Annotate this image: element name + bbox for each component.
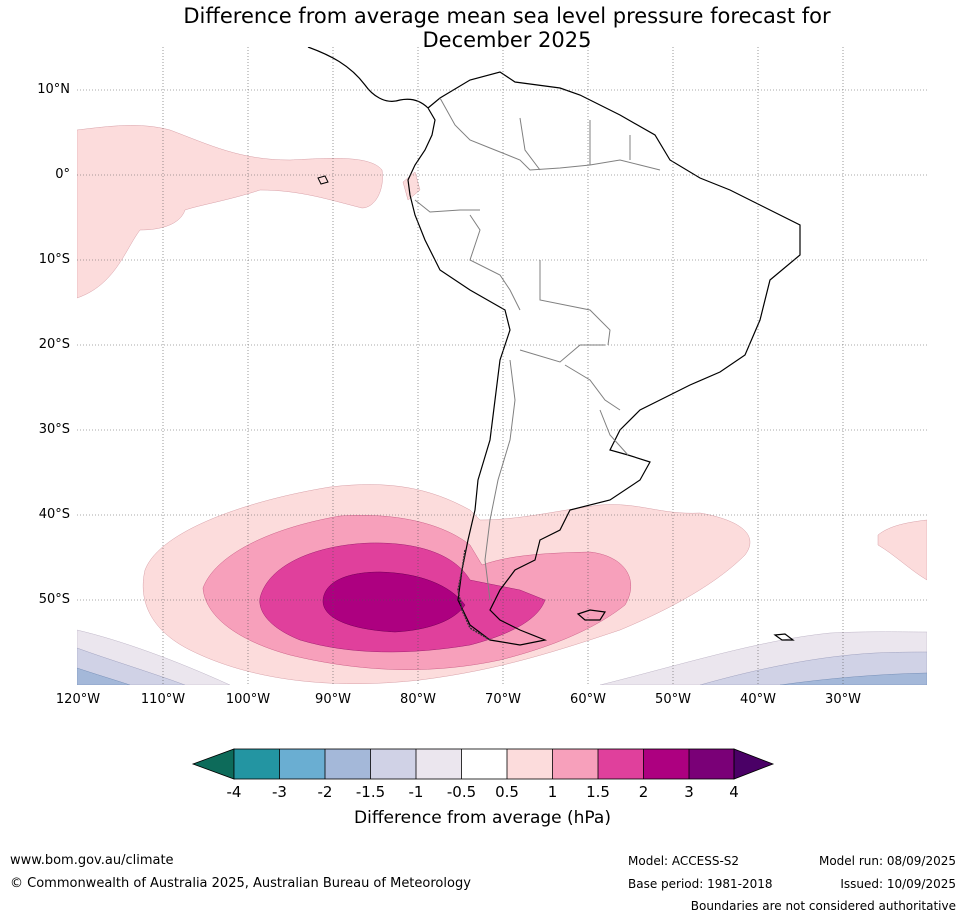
- lat-label-10s: 10°S: [38, 252, 70, 267]
- anomaly-shade-neg-1-west: [77, 647, 186, 685]
- footer-website-link[interactable]: www.bom.gov.au/climate: [10, 853, 174, 868]
- tierra-del-fuego-fjords: [457, 549, 491, 641]
- lat-label-30s: 30°S: [38, 422, 70, 437]
- colorbar-box-4: [370, 749, 416, 779]
- lon-label-120w: 120°W: [55, 692, 101, 707]
- footer-base-period: Base period: 1981-2018: [628, 877, 773, 891]
- footer-model: Model: ACCESS-S2: [628, 854, 740, 868]
- colorbar-tick: -1: [408, 783, 424, 801]
- graticule: [77, 47, 927, 685]
- colorbar-box-6: [461, 749, 507, 779]
- colorbar-tick: -3: [272, 783, 287, 801]
- colorbar-tick: 3: [684, 783, 694, 801]
- lon-label-50w: 50°W: [655, 692, 691, 707]
- colorbar-frame: [233, 748, 735, 780]
- colorbar: [191, 748, 775, 780]
- lat-label-50s: 50°S: [38, 592, 70, 607]
- map-area: [77, 47, 927, 685]
- colorbar-box-2: [279, 749, 325, 779]
- lon-label-60w: 60°W: [570, 692, 606, 707]
- lat-label-10n: 10°N: [37, 82, 70, 97]
- title-line-2: December 2025: [422, 28, 592, 52]
- colorbar-tick: -0.5: [446, 783, 477, 801]
- colorbar-tick: 2: [638, 783, 649, 801]
- colorbar-box-1: [234, 749, 280, 779]
- anomaly-shade-0.5-1-equatorial: [77, 125, 383, 299]
- footer-issued: Issued: 10/09/2025: [840, 877, 956, 891]
- falkland-islands: [576, 609, 607, 621]
- anomaly-shade-0.5-1-near-coast: [402, 171, 421, 201]
- colorbar-tick: 4: [729, 783, 739, 801]
- colorbar-extend-high: [733, 748, 775, 780]
- south-america-coastline: [407, 71, 801, 646]
- colorbar-box-5: [416, 749, 462, 779]
- colorbar-extend-low: [191, 748, 235, 780]
- lat-label-0: 0°: [55, 167, 70, 182]
- title-line-1: Difference from average mean sea level p…: [183, 4, 831, 28]
- colorbar-box-11: [689, 749, 734, 779]
- lon-label-80w: 80°W: [400, 692, 436, 707]
- lon-label-40w: 40°W: [740, 692, 776, 707]
- colorbar-tick: 1: [547, 783, 558, 801]
- lon-label-90w: 90°W: [315, 692, 351, 707]
- anomaly-shade-2-3: [322, 571, 466, 633]
- footer-copyright: © Commonwealth of Australia 2025, Austra…: [10, 876, 471, 891]
- colorbar-box-3: [325, 749, 371, 779]
- footer-model-run: Model run: 08/09/2025: [818, 854, 956, 868]
- colorbar-tick: -1.5: [355, 783, 386, 801]
- anomaly-shade-0.5-1-eastern: [877, 519, 927, 581]
- lon-label-70w: 70°W: [485, 692, 521, 707]
- colorbar-box-9: [598, 749, 644, 779]
- central-america-coastline: [307, 47, 429, 109]
- lat-label-20s: 20°S: [38, 337, 70, 352]
- lon-label-30w: 30°W: [825, 692, 861, 707]
- colorbar-dividers: [279, 749, 690, 779]
- lon-label-110w: 110°W: [140, 692, 186, 707]
- south-georgia: [773, 633, 795, 641]
- colorbar-title: Difference from average (hPa): [354, 808, 611, 828]
- anomaly-shade-neg-1.5-east: [779, 672, 927, 685]
- chart-title: Difference from average mean sea level p…: [0, 4, 965, 52]
- lat-label-40s: 40°S: [38, 507, 70, 522]
- colorbar-box-10: [643, 749, 689, 779]
- colorbar-tick: -4: [226, 783, 242, 801]
- lon-label-100w: 100°W: [225, 692, 271, 707]
- colorbar-tick: -2: [317, 783, 333, 801]
- footer-disclaimer: Boundaries are not considered authoritat…: [690, 899, 956, 913]
- colorbar-tick: 1.5: [586, 783, 610, 801]
- anomaly-shade-neg-1.5-west: [77, 667, 131, 685]
- colorbar-box-8: [552, 749, 598, 779]
- colorbar-box-7: [507, 749, 553, 779]
- galapagos: [317, 175, 329, 185]
- colorbar-tick: 0.5: [495, 783, 519, 801]
- national-borders: [414, 97, 661, 601]
